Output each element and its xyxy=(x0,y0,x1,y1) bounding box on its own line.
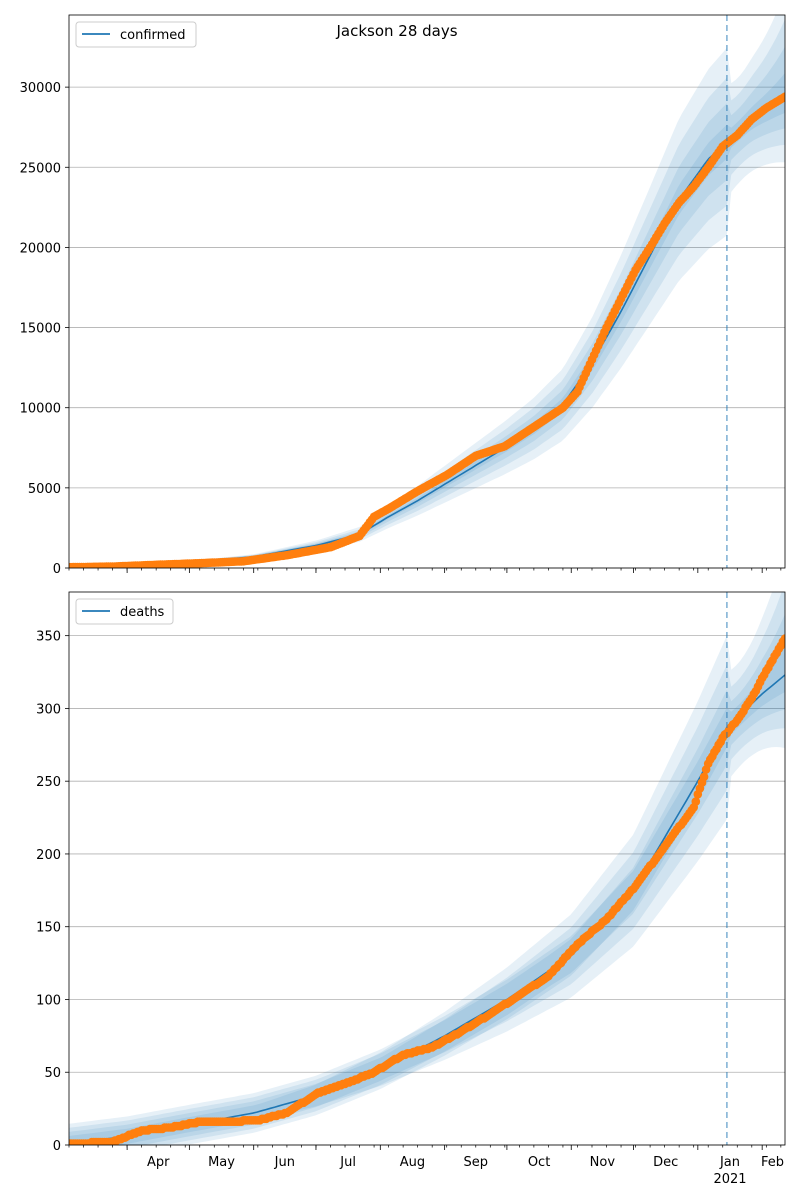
x-tick-label: Jan xyxy=(719,1155,740,1170)
y-tick-label: 50 xyxy=(44,1066,61,1081)
observed-point xyxy=(780,92,785,101)
uncertainty-band xyxy=(69,592,785,1145)
legend-label: deaths xyxy=(120,605,165,620)
deaths-panel: 0 50 100 150 200 250 300 350 deaths xyxy=(36,591,786,1154)
observed-point xyxy=(699,772,709,782)
x-tick-label: Oct xyxy=(528,1155,550,1170)
x-axis: Apr May Jun Jul Aug Sep Oct Nov Dec Jan Feb 2021 xyxy=(68,568,784,1187)
axes-frame xyxy=(68,591,786,1146)
axes-frame xyxy=(68,14,786,569)
x-tick-label: Feb xyxy=(761,1155,784,1170)
y-tick-label: 30000 xyxy=(20,81,61,96)
y-tick-label: 25000 xyxy=(20,161,61,176)
legend: confirmed xyxy=(75,21,197,48)
observed-points xyxy=(69,634,785,1145)
uncertainty-band xyxy=(69,644,785,1145)
y-tick-label: 250 xyxy=(36,775,61,790)
uncertainty-band xyxy=(69,592,785,1145)
y-tick-label: 0 xyxy=(53,562,61,577)
observed-point xyxy=(691,797,701,806)
x-tick-label: Sep xyxy=(464,1155,489,1170)
y-tick-label: 15000 xyxy=(20,322,61,337)
y-tick-label: 5000 xyxy=(28,482,61,497)
y-tick-label: 100 xyxy=(36,993,61,1008)
x-year-label: 2021 xyxy=(713,1172,746,1187)
y-tick-label: 10000 xyxy=(20,402,61,417)
legend: deaths xyxy=(75,598,174,625)
observed-points xyxy=(69,92,785,568)
y-tick-label: 350 xyxy=(36,630,61,645)
x-tick-label: Jun xyxy=(274,1155,295,1170)
uncertainty-band xyxy=(69,15,785,568)
y-tick-label: 150 xyxy=(36,921,61,936)
x-tick-label: Nov xyxy=(590,1155,616,1170)
confirmed-panel: 0 5000 10000 15000 20000 25000 30000 confirmed xyxy=(20,14,786,577)
uncertainty-band xyxy=(69,19,785,568)
y-tick-label: 300 xyxy=(36,702,61,717)
x-tick-label: Apr xyxy=(147,1155,170,1170)
x-tick-label: Jul xyxy=(339,1155,356,1170)
observed-point xyxy=(780,634,785,643)
x-tick-label: May xyxy=(208,1155,235,1170)
figure-title: Jackson 28 days xyxy=(335,22,457,40)
x-tick-label: Dec xyxy=(653,1155,678,1170)
y-tick-label: 200 xyxy=(36,848,61,863)
y-tick-label: 20000 xyxy=(20,241,61,256)
legend-label: confirmed xyxy=(120,28,186,43)
y-tick-label: 0 xyxy=(53,1139,61,1154)
x-tick-label: Aug xyxy=(400,1155,425,1170)
